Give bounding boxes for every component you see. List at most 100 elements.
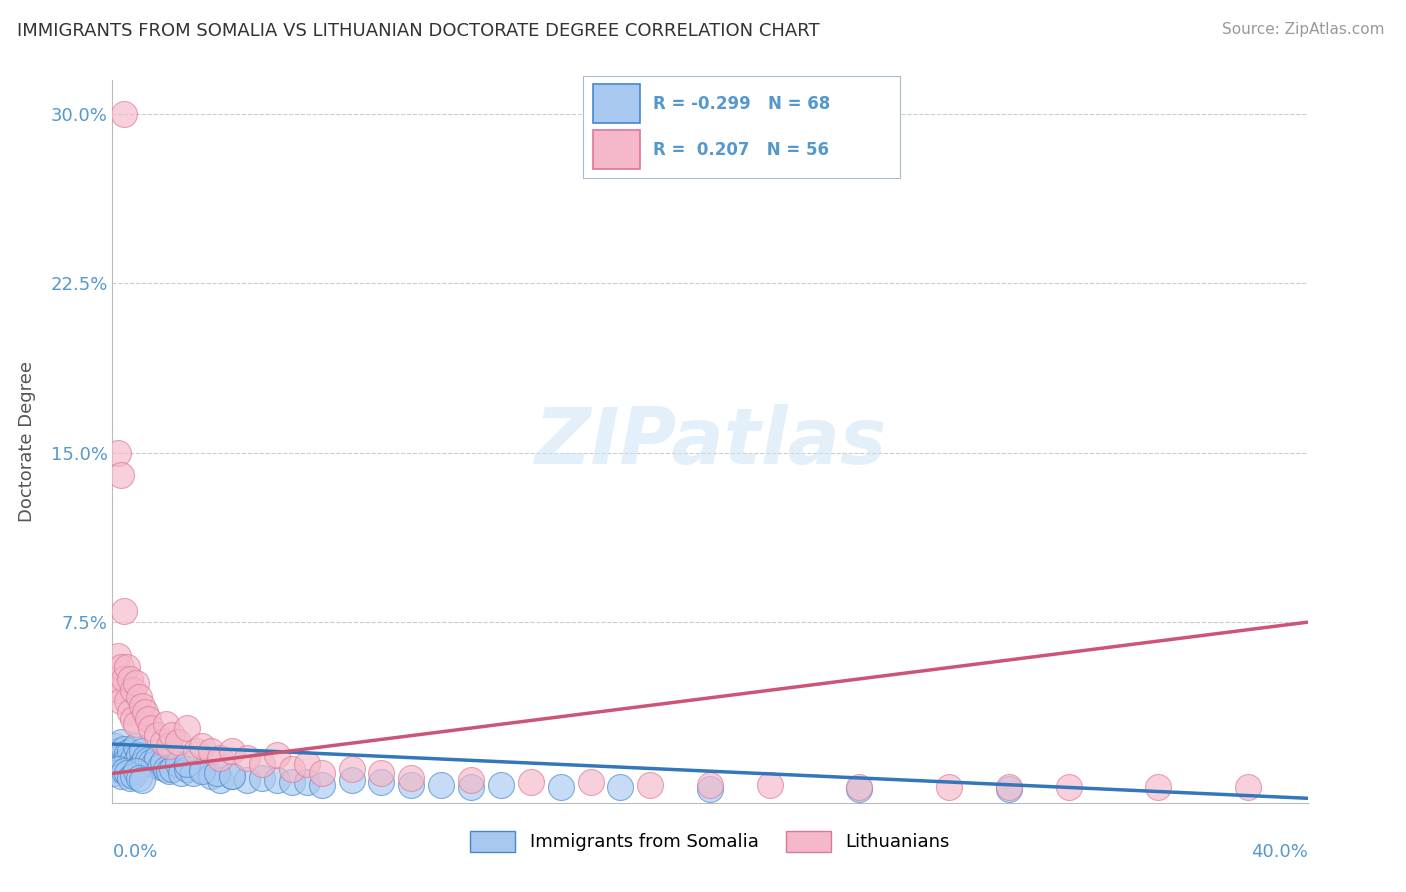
Point — [340, 773, 363, 788]
Point — [120, 757, 142, 772]
Point — [281, 775, 304, 789]
Point — [146, 750, 169, 764]
Point — [128, 748, 150, 763]
Text: Source: ZipAtlas.com: Source: ZipAtlas.com — [1222, 22, 1385, 37]
Point — [107, 682, 129, 697]
Point — [120, 771, 142, 785]
Point — [110, 660, 132, 674]
Point — [998, 782, 1021, 797]
Point — [167, 757, 190, 772]
Point — [699, 782, 721, 797]
Point — [125, 755, 148, 769]
Point — [236, 750, 259, 764]
Point — [205, 766, 228, 780]
Point — [125, 739, 148, 754]
Point — [117, 766, 139, 780]
Point — [110, 468, 132, 483]
Point — [125, 716, 148, 731]
Point — [122, 682, 145, 697]
Point — [120, 744, 142, 758]
Point — [155, 716, 177, 731]
Point — [209, 750, 232, 764]
Point — [141, 755, 163, 769]
Point — [114, 672, 135, 686]
Point — [117, 660, 139, 674]
Point — [848, 780, 870, 794]
Point — [489, 778, 512, 792]
Point — [370, 775, 392, 789]
Point — [699, 778, 721, 792]
Point — [759, 778, 782, 792]
Point — [162, 728, 183, 742]
Point — [430, 778, 453, 792]
Point — [221, 744, 243, 758]
Point — [340, 762, 363, 776]
Point — [250, 757, 273, 772]
Point — [138, 753, 160, 767]
Point — [460, 773, 482, 788]
Text: IMMIGRANTS FROM SOMALIA VS LITHUANIAN DOCTORATE DEGREE CORRELATION CHART: IMMIGRANTS FROM SOMALIA VS LITHUANIAN DO… — [17, 22, 820, 40]
Point — [311, 778, 333, 792]
Point — [266, 773, 288, 788]
Point — [295, 757, 318, 772]
Point — [128, 760, 150, 774]
Point — [117, 694, 139, 708]
Text: ZIPatlas: ZIPatlas — [534, 403, 886, 480]
Point — [640, 778, 662, 792]
Point — [114, 604, 135, 618]
Point — [295, 775, 318, 789]
Point — [104, 766, 127, 780]
Point — [401, 771, 423, 785]
Point — [120, 672, 142, 686]
Point — [520, 775, 543, 789]
Text: 0.0%: 0.0% — [112, 843, 157, 861]
Point — [114, 107, 135, 121]
Point — [186, 744, 208, 758]
Point — [250, 771, 273, 785]
Point — [191, 739, 214, 754]
Point — [117, 746, 139, 760]
Point — [170, 766, 193, 780]
Point — [221, 769, 243, 783]
Point — [122, 762, 145, 776]
Legend: Immigrants from Somalia, Lithuanians: Immigrants from Somalia, Lithuanians — [463, 823, 957, 859]
Point — [114, 755, 135, 769]
Point — [122, 750, 145, 764]
Point — [107, 750, 129, 764]
Point — [146, 728, 169, 742]
Point — [157, 739, 180, 754]
Point — [114, 764, 135, 779]
FancyBboxPatch shape — [593, 130, 641, 169]
Point — [131, 757, 153, 772]
Point — [176, 757, 198, 772]
Point — [110, 748, 132, 763]
Point — [460, 780, 482, 794]
Point — [191, 764, 214, 779]
Point — [138, 712, 160, 726]
Point — [176, 762, 198, 776]
Point — [221, 769, 243, 783]
Point — [157, 764, 180, 779]
Point — [998, 780, 1021, 794]
Point — [125, 764, 148, 779]
Point — [938, 780, 960, 794]
Point — [107, 744, 129, 758]
Point — [155, 762, 177, 776]
Point — [1147, 780, 1170, 794]
Point — [609, 780, 631, 794]
Point — [370, 766, 392, 780]
Point — [152, 735, 174, 749]
Point — [134, 706, 156, 720]
Point — [107, 762, 129, 776]
Point — [131, 744, 153, 758]
Point — [152, 755, 174, 769]
Text: 40.0%: 40.0% — [1251, 843, 1308, 861]
Point — [236, 773, 259, 788]
Point — [110, 735, 132, 749]
Point — [266, 748, 288, 763]
Point — [1057, 780, 1080, 794]
Point — [134, 750, 156, 764]
Point — [131, 698, 153, 713]
Point — [128, 771, 150, 785]
Point — [131, 773, 153, 788]
